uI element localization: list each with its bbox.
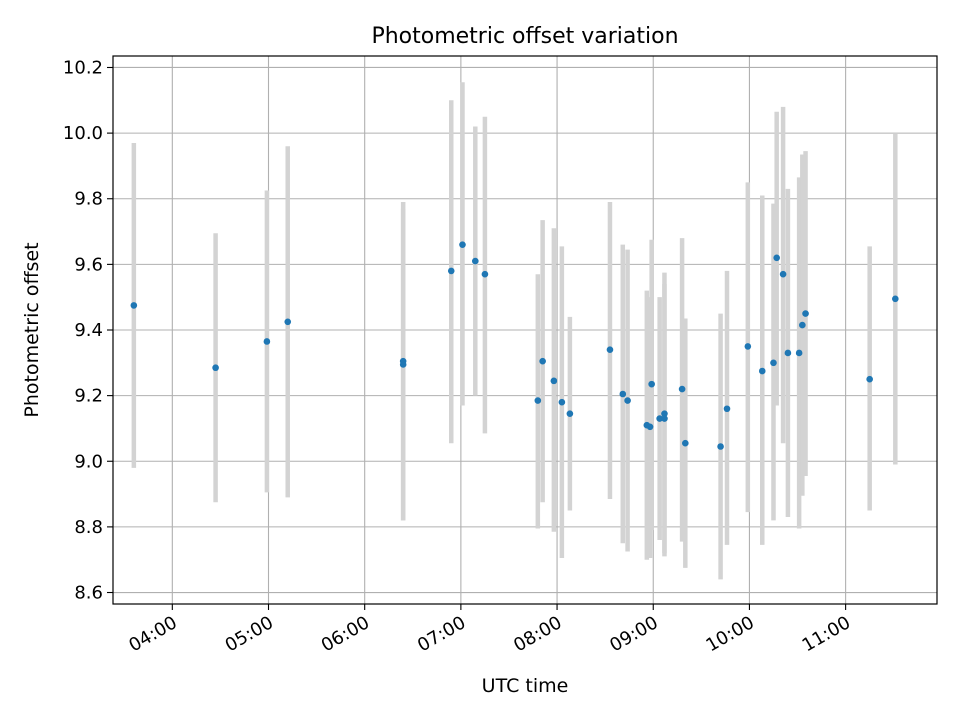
data-point (744, 343, 752, 350)
data-point (795, 349, 803, 357)
data-point (263, 338, 271, 345)
data-point (550, 377, 558, 385)
y-axis-ticks: 8.6 8.8 9.0 9.2 9.4 9.6 9.8 10.0 10.2 (63, 57, 113, 604)
y-axis-label: Photometric offset (21, 242, 43, 417)
data-point (770, 359, 777, 367)
y-tick-label: 10.2 (63, 57, 103, 78)
data-point (717, 443, 724, 450)
y-tick-label: 10.0 (63, 123, 103, 144)
data-point (656, 415, 663, 422)
data-point (130, 302, 138, 309)
data-point (606, 346, 614, 353)
data-point (212, 364, 219, 372)
data-point (661, 410, 668, 417)
data-point (447, 267, 455, 275)
data-point (284, 318, 292, 326)
y-tick-label: 9.2 (74, 386, 103, 407)
data-point (539, 357, 546, 365)
data-point (758, 367, 766, 375)
y-tick-label: 8.8 (74, 517, 103, 538)
y-tick-label: 9.0 (74, 451, 103, 472)
data-point (481, 270, 489, 278)
data-points (130, 241, 899, 450)
data-point (646, 423, 654, 431)
y-tick-label: 9.4 (74, 320, 103, 341)
x-axis-label: UTC time (482, 675, 569, 697)
data-point (566, 410, 574, 417)
data-point (723, 405, 731, 413)
data-point (892, 295, 899, 303)
data-point (773, 254, 780, 262)
data-point (779, 270, 787, 278)
data-point (678, 385, 686, 393)
data-point (459, 241, 466, 248)
y-tick-label: 9.6 (74, 254, 103, 275)
data-point (472, 257, 479, 265)
data-point (619, 390, 627, 398)
data-point (399, 361, 407, 368)
data-point (661, 415, 668, 422)
data-point (648, 380, 655, 388)
y-tick-label: 9.8 (74, 189, 103, 210)
data-point (624, 397, 631, 404)
data-point (682, 439, 689, 447)
chart-title: Photometric offset variation (371, 24, 678, 49)
data-point (784, 349, 792, 357)
data-point (558, 398, 566, 406)
data-point (534, 397, 542, 404)
data-point (799, 321, 806, 329)
data-point (802, 310, 809, 317)
data-point (866, 375, 873, 383)
y-tick-label: 8.6 (74, 583, 103, 604)
